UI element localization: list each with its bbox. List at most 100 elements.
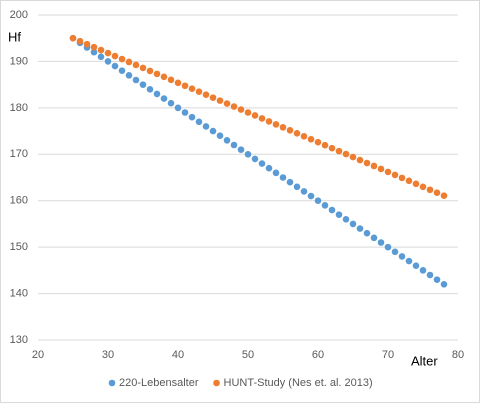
legend-marker [108,379,116,387]
point [153,70,161,78]
point [314,197,322,205]
point [118,67,126,75]
point [398,174,406,182]
legend-label: HUNT-Study (Nes et. al. 2013) [224,377,373,389]
x-tick-label: 70 [382,349,394,361]
point [286,178,294,186]
point [391,248,399,256]
point [356,156,364,164]
point [230,103,238,110]
x-tick-label: 50 [242,349,254,361]
point [209,94,217,101]
point [433,276,441,283]
point [321,141,329,149]
point [370,234,378,242]
point [300,188,308,195]
y-tick-label: 200 [10,9,28,21]
point [433,189,441,197]
point [125,72,133,79]
point [258,160,266,167]
point [69,34,77,42]
point [111,52,119,60]
point [146,67,154,75]
point [405,177,413,185]
x-tick-label: 80 [452,349,464,361]
legend-label: 220-Lebensalter [119,377,199,389]
point [272,169,280,177]
point [342,215,350,223]
y-tick-label: 170 [10,148,28,160]
point [258,115,266,122]
legend-marker [213,379,220,387]
y-axis-label: Hf [8,29,21,44]
point [293,183,301,191]
point [356,225,364,232]
y-tick-label: 150 [10,241,28,253]
point [363,159,371,167]
point [230,141,238,149]
point [202,91,210,98]
point [370,162,378,170]
point [286,127,294,134]
x-tick-label: 30 [102,349,114,361]
x-axis-label: Alter [411,353,438,368]
point [377,165,385,173]
point [440,280,448,288]
point [244,109,252,116]
point [251,112,259,119]
point [244,150,252,158]
point [342,150,350,158]
point [188,113,196,121]
x-tick-label: 20 [32,349,44,361]
point [132,61,140,69]
point [160,95,168,102]
point [76,37,84,45]
point [405,257,413,265]
point [97,53,105,61]
point [279,174,287,181]
point [412,262,420,270]
point [174,79,182,87]
point [237,106,245,113]
point [384,243,392,251]
point [328,206,336,214]
point [265,118,273,125]
point [104,58,112,65]
point [195,88,203,95]
y-tick-label: 160 [10,195,28,207]
point [111,62,119,70]
point [223,137,231,144]
point [328,144,336,152]
y-tick-label: 180 [10,102,28,114]
point [314,138,322,146]
point [279,124,287,131]
point [419,267,427,274]
point [300,132,308,140]
point [90,48,98,56]
x-tick-label: 60 [312,349,324,361]
point [307,135,315,143]
point [181,82,189,90]
point [160,73,168,81]
point [223,100,231,107]
point [132,76,140,84]
point [265,164,273,172]
point [174,104,182,112]
point [216,97,224,104]
point [363,229,371,237]
point [209,127,217,135]
point [398,253,406,260]
point [412,180,420,188]
point [272,121,280,128]
point [440,192,448,199]
point [202,123,210,130]
point [321,202,329,209]
point [181,109,189,116]
point [293,130,301,137]
point [139,81,147,88]
point [104,49,112,57]
point [167,76,175,84]
point [251,155,259,163]
point [307,192,315,200]
